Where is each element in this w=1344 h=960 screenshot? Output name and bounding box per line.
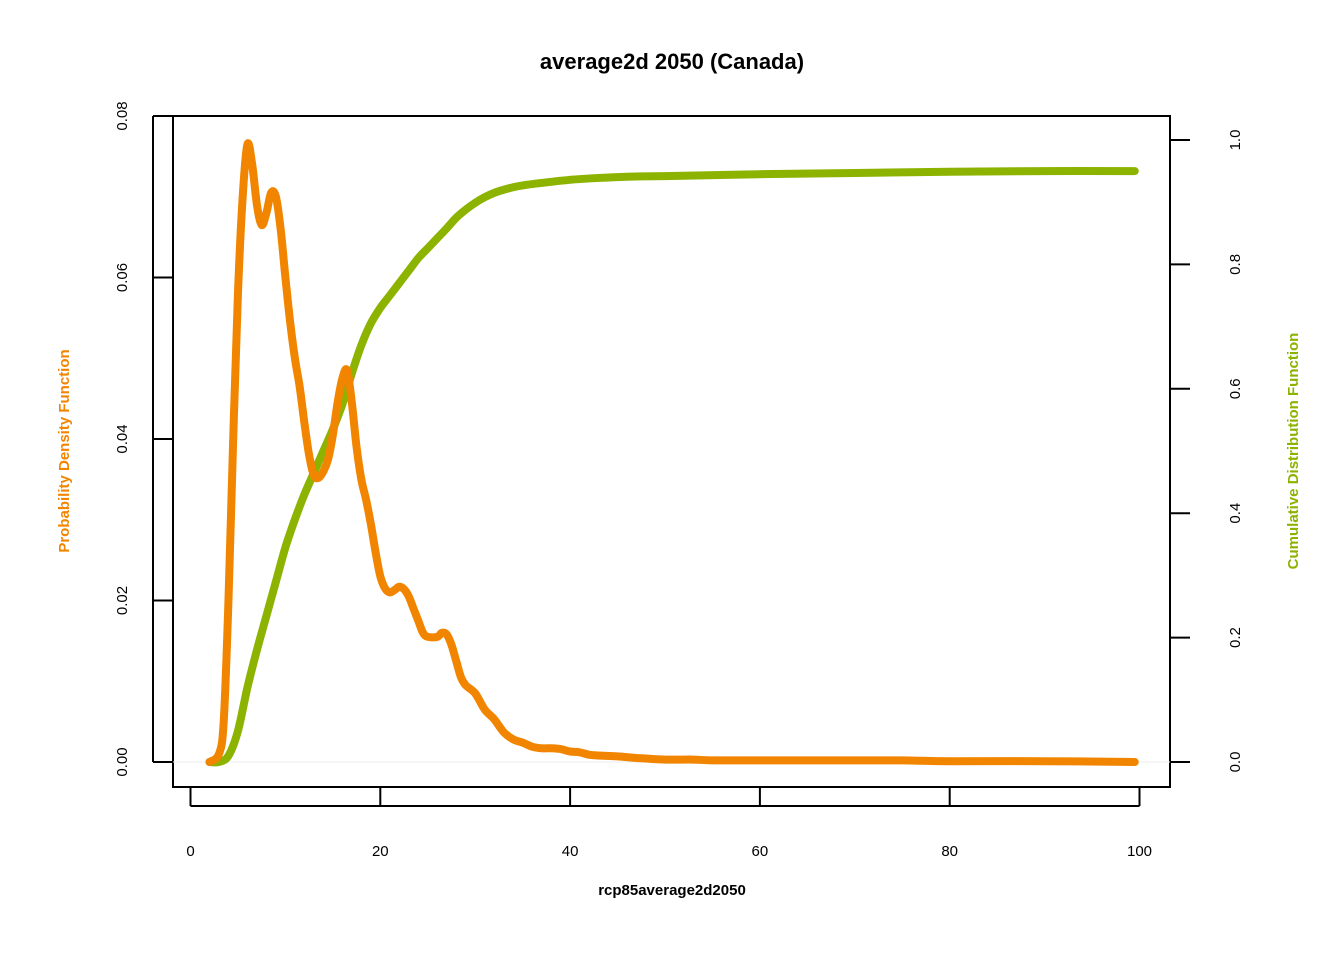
x-axis: 0 20 40 60 80 100 [186, 788, 1152, 860]
y-right-tick-label: 0.4 [1227, 503, 1244, 524]
x-tick-label: 80 [941, 843, 958, 860]
x-tick-label: 100 [1127, 843, 1152, 860]
y-right-tick-label: 0.6 [1227, 378, 1244, 399]
y-left-tick-label: 0.04 [114, 424, 131, 453]
x-axis-title: rcp85average2d2050 [598, 882, 746, 899]
y-right-tick-label: 0.8 [1227, 254, 1244, 275]
pdf-series-line [205, 139, 1139, 766]
y-axis-right: 0.0 0.2 0.4 0.6 0.8 1.0 [1170, 130, 1244, 773]
y-left-tick-label: 0.00 [114, 747, 131, 776]
y-axis-right-title: Cumulative Distribution Function [1285, 333, 1302, 570]
y-axis-left-title: Probability Density Function [56, 349, 73, 552]
y-left-tick-label: 0.08 [114, 101, 131, 130]
x-tick-label: 20 [372, 843, 389, 860]
x-tick-label: 40 [562, 843, 579, 860]
y-right-tick-label: 1.0 [1227, 130, 1244, 151]
cdf-series-line [205, 167, 1139, 767]
y-right-tick-label: 0.2 [1227, 627, 1244, 648]
y-right-tick-label: 0.0 [1227, 752, 1244, 773]
chart-title: average2d 2050 (Canada) [540, 49, 804, 74]
x-tick-label: 0 [186, 843, 194, 860]
x-tick-label: 60 [752, 843, 769, 860]
y-left-tick-label: 0.06 [114, 263, 131, 292]
y-axis-left: 0.00 0.02 0.04 0.06 0.08 [114, 101, 173, 777]
y-left-tick-label: 0.02 [114, 586, 131, 615]
